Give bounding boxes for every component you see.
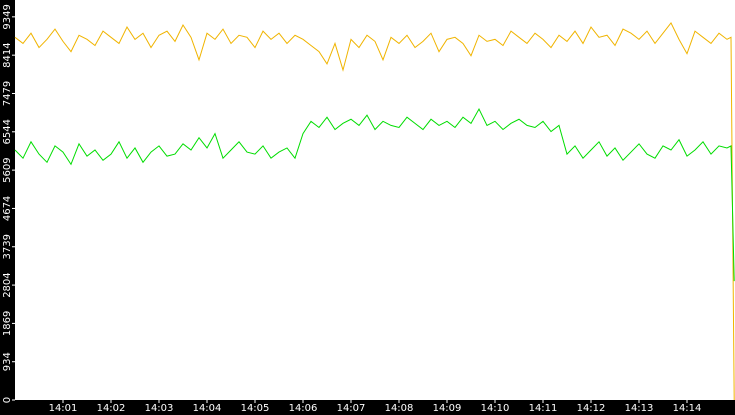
x-tick-label: 14:13 bbox=[625, 403, 654, 414]
x-tick-label: 14:12 bbox=[577, 403, 606, 414]
x-tick-label: 14:09 bbox=[433, 403, 462, 414]
y-tick-label: 934 bbox=[2, 352, 13, 371]
x-tick-label: 14:08 bbox=[385, 403, 414, 414]
y-tick-label: 7479 bbox=[2, 81, 13, 106]
y-tick-label: 8414 bbox=[2, 42, 13, 67]
y-tick-label: 5609 bbox=[2, 157, 13, 182]
x-tick-label: 14:01 bbox=[49, 403, 78, 414]
x-tick-label: 14:05 bbox=[241, 403, 270, 414]
x-tick-label: 14:14 bbox=[673, 403, 702, 414]
y-tick-label: 3739 bbox=[2, 234, 13, 259]
series-line bbox=[14, 22, 735, 401]
x-tick-label: 14:11 bbox=[529, 403, 558, 414]
y-tick-label: 1869 bbox=[2, 311, 13, 336]
series-line bbox=[14, 107, 735, 282]
y-tick-label: 0 bbox=[2, 397, 13, 403]
y-tick-label: 2804 bbox=[2, 272, 13, 297]
plot-area bbox=[15, 0, 735, 400]
x-tick-label: 14:03 bbox=[145, 403, 174, 414]
x-tick-label: 14:10 bbox=[481, 403, 510, 414]
x-tick-label: 14:04 bbox=[193, 403, 222, 414]
x-tick-label: 14:06 bbox=[289, 403, 318, 414]
x-tick-label: 14:02 bbox=[97, 403, 126, 414]
x-tick-label: 14:07 bbox=[337, 403, 366, 414]
y-tick-label: 9349 bbox=[2, 4, 13, 29]
y-tick-label: 4674 bbox=[2, 196, 13, 221]
y-tick-label: 6544 bbox=[2, 119, 13, 144]
